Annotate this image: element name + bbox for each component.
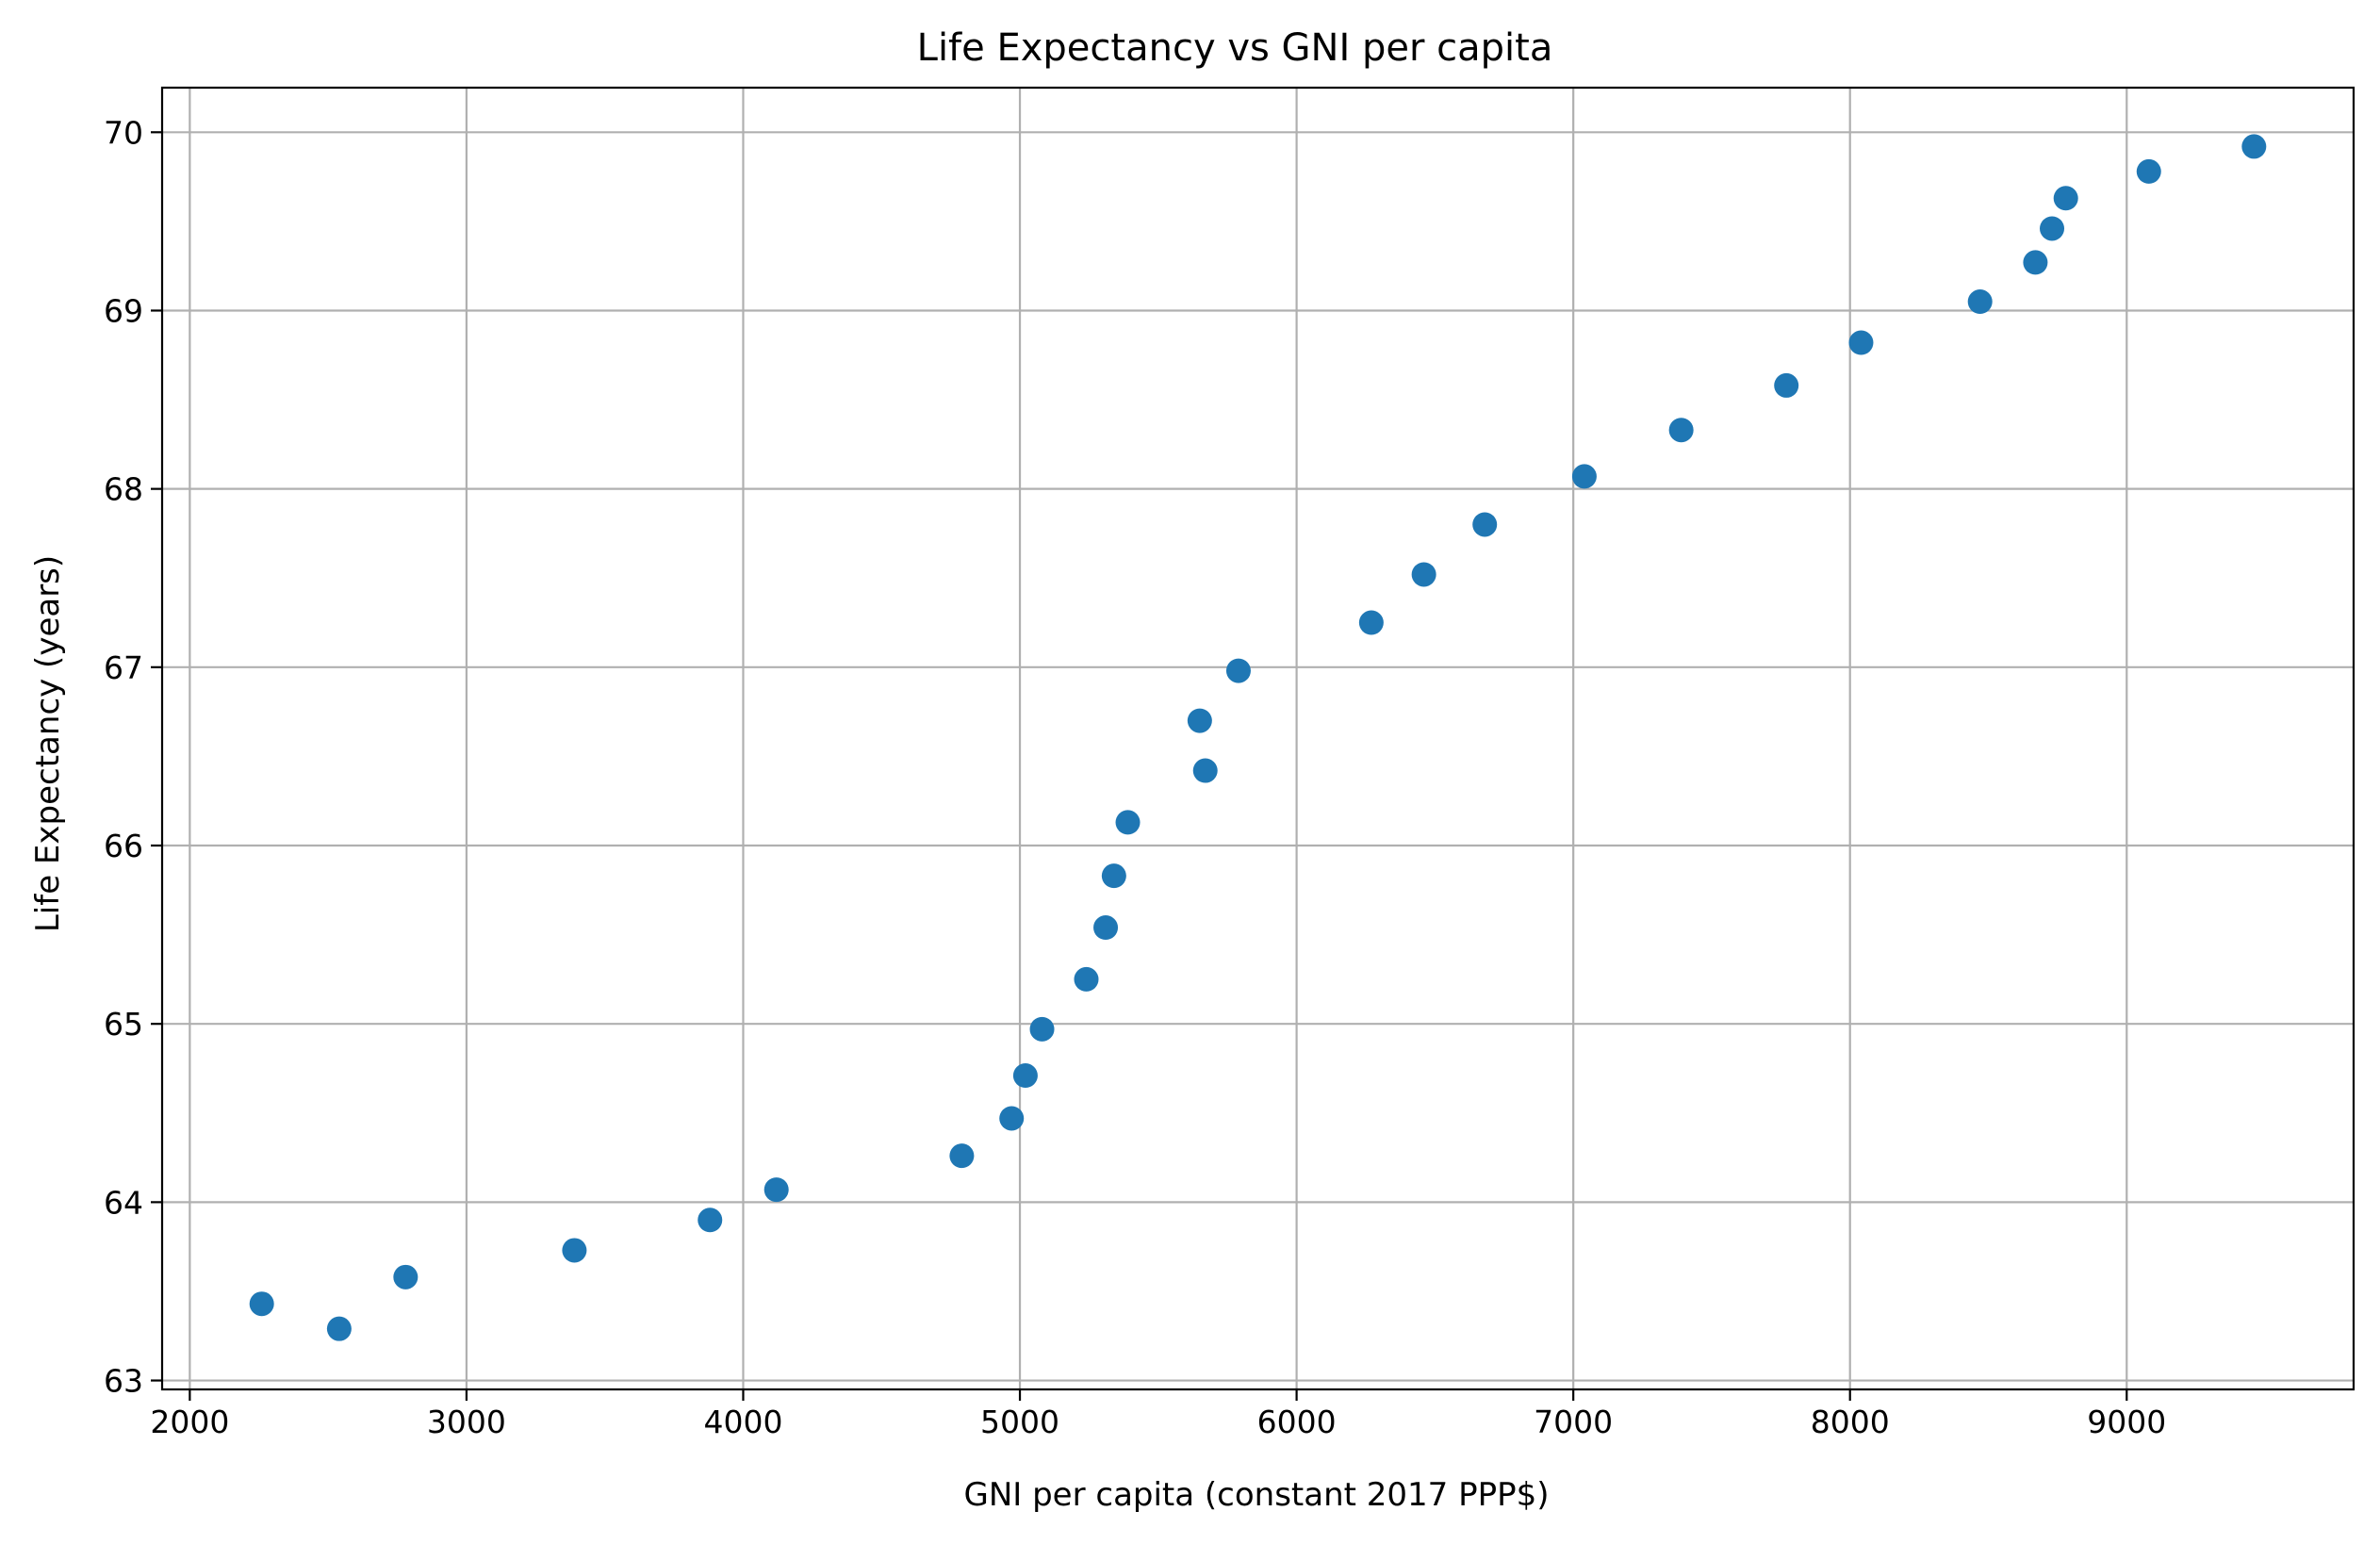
data-point: [1358, 610, 1384, 635]
data-point: [999, 1106, 1025, 1131]
data-point: [1012, 1063, 1038, 1089]
data-point: [1101, 863, 1126, 889]
x-tick-label: 2000: [150, 1404, 229, 1440]
data-point: [1029, 1016, 1055, 1042]
data-point: [1074, 966, 1099, 992]
data-point: [1668, 418, 1694, 443]
data-point: [1225, 658, 1251, 683]
x-axis-label: GNI per capita (constant 2017 PPP$): [963, 1476, 1549, 1514]
data-point: [1187, 708, 1212, 733]
data-point: [1093, 915, 1119, 941]
data-point: [763, 1177, 789, 1203]
data-point: [326, 1316, 352, 1341]
data-point: [949, 1143, 975, 1169]
y-tick-label: 64: [104, 1184, 143, 1221]
x-axis-ticks: 2000 3000 4000 5000 6000 7000 8000 9000: [150, 1389, 2166, 1440]
data-point: [1472, 512, 1498, 537]
x-tick-label: 8000: [1811, 1404, 1890, 1440]
data-point: [1192, 758, 1218, 783]
data-point: [2241, 134, 2267, 159]
y-tick-label: 69: [104, 292, 143, 329]
chart-title: Life Expectancy vs GNI per capita: [917, 26, 1553, 70]
data-point: [1848, 330, 1874, 355]
x-tick-label: 5000: [980, 1404, 1059, 1440]
data-point: [1411, 562, 1436, 587]
data-point: [698, 1207, 723, 1233]
data-point: [2053, 186, 2078, 211]
x-tick-label: 3000: [427, 1404, 506, 1440]
x-tick-label: 6000: [1257, 1404, 1337, 1440]
data-point: [2040, 216, 2065, 241]
axes-frame: [160, 86, 2355, 1391]
data-point: [1115, 810, 1141, 835]
y-tick-label: 63: [104, 1363, 143, 1400]
data-point: [249, 1291, 274, 1317]
y-tick-label: 68: [104, 471, 143, 508]
y-axis-label: Life Expectancy (years): [29, 555, 67, 932]
y-tick-label: 66: [104, 828, 143, 864]
y-tick-label: 65: [104, 1006, 143, 1043]
grid-lines: [162, 88, 2354, 1389]
y-axis-ticks: 63 64 65 66 67 68 69 70: [104, 114, 162, 1400]
data-point: [2136, 158, 2161, 184]
data-point: [1774, 372, 1799, 398]
data-point: [1967, 289, 1993, 315]
data-point: [2023, 250, 2048, 275]
data-points: [249, 134, 2267, 1341]
x-tick-label: 7000: [1534, 1404, 1613, 1440]
data-point: [562, 1238, 587, 1263]
x-tick-label: 9000: [2087, 1404, 2166, 1440]
y-tick-label: 67: [104, 649, 143, 686]
x-tick-label: 4000: [703, 1404, 782, 1440]
data-point: [393, 1264, 419, 1289]
data-point: [1571, 464, 1597, 489]
y-tick-label: 70: [104, 114, 143, 151]
